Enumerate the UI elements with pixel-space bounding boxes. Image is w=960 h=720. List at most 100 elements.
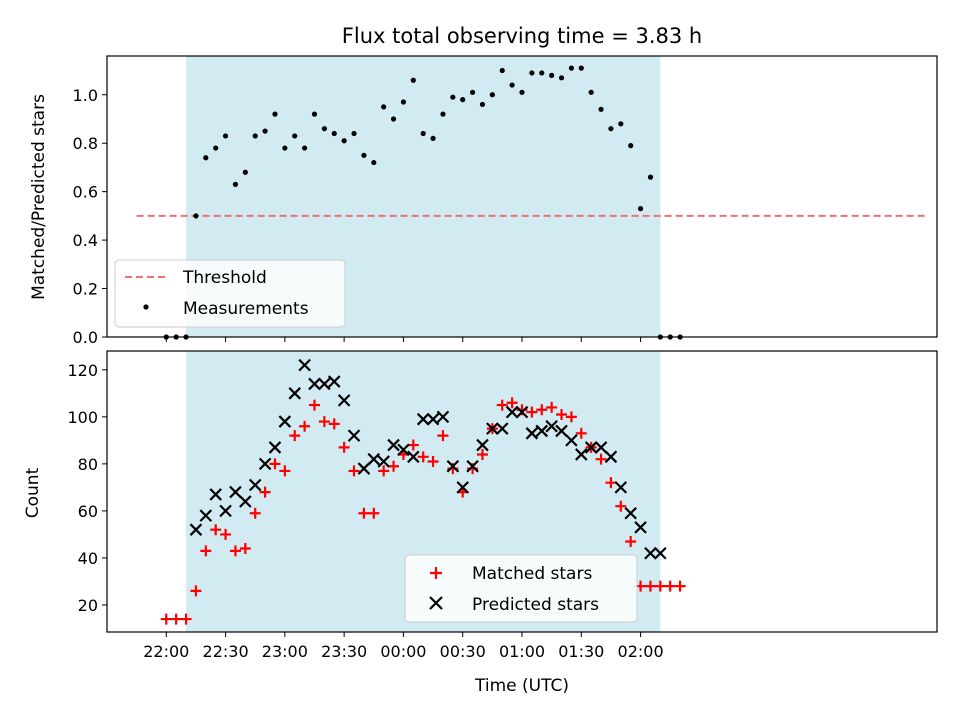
matched-star-point	[229, 545, 241, 557]
count-y-axis-label: Count	[23, 467, 43, 518]
matched-star-point	[338, 441, 350, 453]
measurement-point	[272, 111, 278, 117]
measurement-point	[302, 145, 308, 151]
measurement-point	[232, 181, 239, 187]
matched-star-point	[496, 399, 508, 411]
y-tick-label: 20	[78, 596, 98, 615]
matched-star-point	[378, 465, 390, 477]
predicted-star-point	[575, 448, 588, 461]
measurement-point	[203, 155, 209, 161]
matched-star-point	[575, 427, 587, 439]
matched-star-point	[279, 465, 291, 477]
count-marks	[160, 358, 686, 625]
measurement-point	[479, 101, 486, 108]
matched-star-point	[674, 580, 686, 592]
measurement-point	[499, 67, 505, 74]
measurement-point	[618, 121, 624, 127]
matched-star-point	[348, 465, 360, 477]
matched-star-point	[625, 535, 637, 547]
matched-star-point	[200, 545, 212, 557]
measurement-point	[519, 89, 525, 95]
legend-measurements-label: Measurements	[183, 299, 309, 319]
measurement-point	[252, 133, 258, 139]
predicted-star-point	[239, 495, 252, 508]
matched-star-point	[595, 453, 607, 465]
measurement-point	[242, 169, 248, 175]
measurement-point	[647, 174, 654, 180]
legend-matched-label: Matched stars	[472, 564, 592, 584]
measurement-point	[311, 111, 318, 117]
measurement-point	[282, 145, 288, 151]
predicted-star-point	[584, 441, 598, 454]
predicted-star-point	[367, 452, 381, 466]
matched-star-point	[615, 500, 627, 512]
measurement-point	[539, 70, 545, 76]
legend-measurement-swatch	[143, 304, 149, 310]
y-tick-label: 120	[67, 361, 98, 380]
count-panel: 20 40 60 80 100 120 22:00 22:30 23:00 23:30 00:00…	[23, 350, 938, 696]
matched-star-point	[664, 580, 676, 592]
measurement-point	[608, 126, 614, 132]
matched-star-point	[654, 580, 666, 592]
matched-star-point	[160, 613, 172, 625]
ratio-x-ticks	[165, 337, 642, 342]
matched-star-point	[220, 528, 232, 540]
matched-star-point	[546, 401, 558, 413]
y-tick-label: 100	[67, 408, 98, 427]
measurement-point	[489, 92, 495, 98]
predicted-star-point	[555, 424, 568, 438]
matched-star-point	[476, 448, 488, 460]
measurement-point	[509, 82, 515, 88]
chart-title: Flux total observing time = 3.83 h	[342, 24, 702, 48]
predicted-star-point	[634, 521, 647, 534]
matched-star-point	[259, 486, 271, 498]
predicted-star-point	[446, 459, 460, 473]
predicted-star-point	[535, 424, 549, 438]
measurement-point	[598, 106, 604, 112]
predicted-star-point	[268, 441, 282, 454]
matched-star-point	[368, 507, 380, 519]
legend-predicted-label: Predicted stars	[472, 595, 599, 615]
legend-threshold-label: Threshold	[182, 268, 267, 288]
predicted-star-point	[347, 429, 361, 442]
predicted-star-point	[456, 481, 469, 494]
time-x-axis-label: Time (UTC)	[474, 676, 569, 696]
y-tick-label: 1.0	[73, 86, 98, 105]
measurement-point	[292, 133, 298, 139]
measurement-point	[371, 159, 377, 166]
matched-star-point	[427, 456, 439, 468]
x-tick-label: 23:30	[321, 642, 367, 661]
matched-star-point	[526, 406, 538, 418]
predicted-star-point	[199, 509, 213, 522]
matched-star-point	[170, 613, 182, 625]
predicted-star-point	[298, 358, 311, 372]
matched-star-point	[417, 451, 429, 463]
predicted-star-point	[337, 394, 351, 407]
predicted-star-point	[495, 422, 509, 435]
count-legend: Matched stars Predicted stars	[404, 554, 638, 623]
measurement-point	[331, 130, 337, 137]
measurement-point	[637, 206, 644, 212]
measurement-point	[213, 145, 219, 151]
y-tick-label: 60	[78, 502, 98, 521]
measurement-point	[469, 89, 476, 95]
matched-star-point	[249, 507, 261, 519]
predicted-star-point	[594, 441, 608, 454]
measurement-point	[351, 130, 357, 137]
time-x-axis: 22:00 22:30 23:00 23:30 00:00 00:30 01:00 01:30…	[143, 632, 664, 661]
predicted-star-point	[357, 462, 371, 475]
measurement-point	[321, 126, 327, 132]
matched-star-point	[437, 430, 449, 442]
matched-star-point	[644, 580, 656, 592]
predicted-star-point	[219, 504, 232, 518]
matched-star-point	[318, 416, 330, 428]
predicted-star-point	[288, 387, 302, 400]
predicted-star-point	[614, 481, 628, 494]
matched-star-point	[180, 613, 192, 625]
measurement-point	[450, 94, 456, 100]
matched-star-point	[309, 399, 320, 411]
matched-star-point	[289, 430, 301, 442]
predicted-star-point	[387, 438, 400, 452]
predicted-star-point	[397, 443, 410, 457]
matched-star-point	[190, 585, 202, 597]
